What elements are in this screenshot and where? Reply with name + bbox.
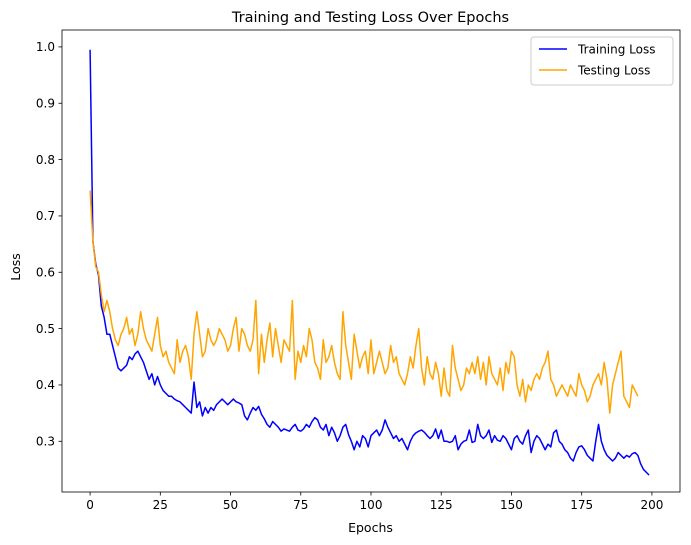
x-tick-label: 50 xyxy=(223,498,238,512)
y-tick-label: 1.0 xyxy=(36,40,55,54)
x-tick-label: 125 xyxy=(430,498,453,512)
legend: Training Loss Testing Loss xyxy=(530,36,674,86)
x-tick-label: 150 xyxy=(500,498,523,512)
legend-entry-label: Training Loss xyxy=(577,42,655,56)
y-axis-label: Loss xyxy=(8,253,23,280)
series-line-training-loss xyxy=(89,49,650,476)
x-axis-label: Epochs xyxy=(348,520,393,535)
x-tick-label: 200 xyxy=(640,498,663,512)
plot-area: 0 25 50 75 100 125 150 175 200 0.3 0.4 0.5 0.6 0.7 0.8… xyxy=(36,29,681,512)
x-tick-label: 0 xyxy=(86,498,94,512)
y-tick-label: 0.3 xyxy=(36,434,55,448)
y-tick-label: 0.4 xyxy=(36,378,55,392)
y-tick-label: 0.9 xyxy=(36,96,55,110)
y-tick-label: 0.6 xyxy=(36,265,55,279)
x-tick-label: 100 xyxy=(360,498,383,512)
y-tick-label: 0.8 xyxy=(36,153,55,167)
y-tick-label: 0.5 xyxy=(36,322,55,336)
chart-title: Training and Testing Loss Over Epochs xyxy=(231,10,509,26)
x-tick-label: 175 xyxy=(570,498,593,512)
legend-entry-label: Testing Loss xyxy=(577,63,650,77)
series-line-testing-loss xyxy=(89,190,639,414)
x-tick-label: 75 xyxy=(293,498,308,512)
x-tick-label: 25 xyxy=(153,498,168,512)
y-tick-label: 0.7 xyxy=(36,209,55,223)
